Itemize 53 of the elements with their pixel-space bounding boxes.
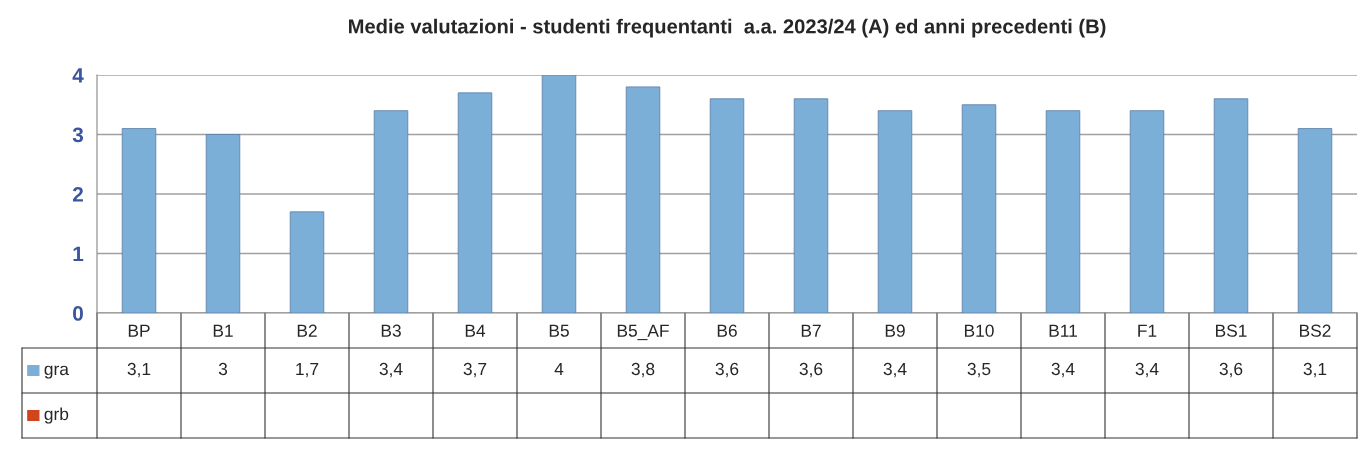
x-tick-label: B7 (801, 324, 821, 337)
bar (709, 98, 745, 313)
y-tick-label: 0 (73, 306, 83, 321)
bar (1213, 98, 1249, 313)
x-tick-label: B6 (717, 324, 737, 337)
data-label: 3,4 (883, 362, 907, 378)
x-tick-label: B3 (381, 324, 401, 337)
x-tick-label: BS1 (1216, 324, 1247, 337)
data-label: 3,6 (1219, 362, 1243, 378)
data-label: 3,1 (127, 362, 151, 378)
x-tick-label: B2 (297, 324, 317, 337)
data-label: 4 (554, 363, 564, 375)
data-label: 3,4 (1051, 362, 1075, 378)
bar (373, 110, 409, 313)
x-tick-label: BP (128, 324, 150, 337)
chart-title: Medie valutazioni - studenti frequentanti a.a. 2023/24 (A) ed anni precedenti (B) (349, 18, 1106, 38)
bar (205, 134, 241, 313)
x-tick-label: F1 (1138, 324, 1157, 337)
bar (793, 98, 829, 313)
legend-label: grb (44, 407, 69, 424)
bar (541, 75, 577, 313)
bar (289, 211, 325, 313)
x-tick-label: B5 (549, 324, 569, 337)
data-label: 3,8 (631, 362, 655, 378)
x-tick-label: B9 (885, 324, 905, 337)
bar (625, 86, 661, 313)
x-tick-label: BS2 (1300, 324, 1331, 337)
data-label: 3,6 (799, 362, 823, 378)
data-label: 3,7 (463, 362, 487, 378)
x-tick-label: B11 (1049, 324, 1077, 337)
data-label: 1,7 (296, 363, 319, 378)
x-tick-label: B10 (964, 324, 994, 337)
bar (1045, 110, 1081, 313)
x-tick-label: B4 (465, 324, 486, 337)
x-tick-label: B5_AF (617, 324, 669, 341)
bar (1297, 128, 1333, 313)
y-tick-label: 1 (73, 246, 84, 262)
x-tick-label: B1 (213, 324, 233, 337)
data-label: 3,1 (1303, 362, 1327, 378)
y-tick-label: 3 (72, 127, 84, 143)
data-label: 3,5 (967, 362, 991, 378)
bar (877, 110, 913, 313)
bar (1129, 110, 1165, 313)
bar (121, 128, 157, 313)
y-tick-label: 4 (72, 68, 84, 83)
bar (961, 104, 997, 313)
data-label: 3,6 (715, 362, 739, 378)
data-label: 3 (218, 362, 228, 376)
data-label: 3,4 (1135, 362, 1159, 378)
y-tick-label: 2 (72, 187, 83, 202)
bar (457, 92, 493, 313)
legend-label: gra (44, 365, 69, 379)
data-label: 3,4 (379, 362, 403, 378)
